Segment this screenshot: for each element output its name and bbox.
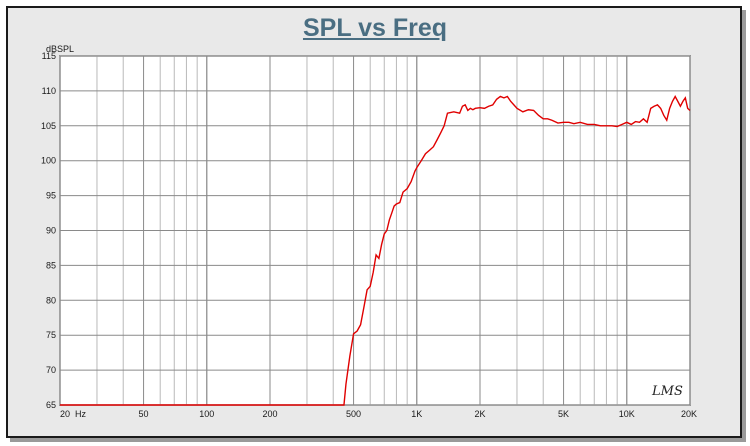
y-tick-label: 85 [46,260,56,270]
y-tick-label: 100 [41,156,56,166]
x-tick-label: 20 Hz [60,409,87,419]
y-tick-label: 75 [46,330,56,340]
y-tick-label: 90 [46,226,56,236]
chart-title: SPL vs Freq [302,14,448,42]
x-tick-label: 5K [558,409,569,419]
y-tick-label: 65 [46,400,56,410]
y-tick-labels: 65 70 75 80 85 90 95 100 105 110 115 [41,51,56,410]
y-axis-label: dBSPL [46,44,74,54]
grid-lines [59,55,691,406]
x-tick-label: 500 [346,409,361,419]
x-tick-label: 1K [411,409,422,419]
x-tick-labels: 20 Hz 50 100 200 500 1K 2K 5K 10K 20K [60,409,697,419]
x-tick-label: 20K [681,409,697,419]
y-tick-label: 80 [46,295,56,305]
y-tick-label: 115 [42,51,56,61]
y-tick-label: 70 [46,365,56,375]
y-tick-label: 105 [41,121,56,131]
x-tick-label: 50 [139,409,149,419]
y-tick-label: 110 [42,86,56,96]
x-tick-label: 100 [199,409,214,419]
x-tick-label: 2K [474,409,485,419]
x-tick-label: 10K [619,409,635,419]
x-tick-label: 200 [262,409,277,419]
spl-curve [60,95,691,406]
signature: LMS [651,384,683,399]
y-tick-label: 95 [46,191,56,201]
